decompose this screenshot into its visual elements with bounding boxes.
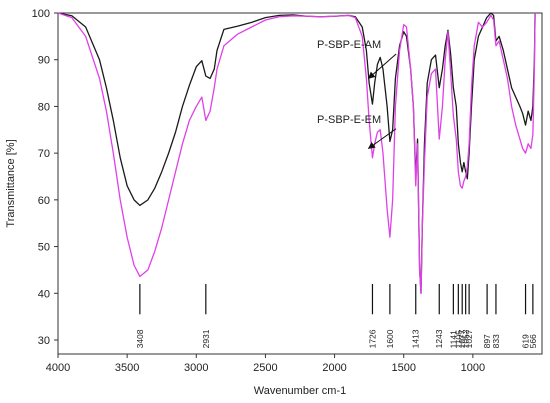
axes: 4000 3500 3000 2500 2000 1500 1000 30 40 50 60 70 80… [32,8,543,374]
peak-markers: 3408 2931 1726 1600 1413 1243 1141110510771052… [135,283,538,349]
series-line-p-sbp-e-am [57,12,536,294]
peak-label: 1600 [385,329,395,348]
annotations: P-SBP-E-AM P-SBP-E-EM [317,39,397,149]
x-tick-label: 3000 [184,362,208,374]
series-annotation-label: P-SBP-E-EM [317,114,381,126]
peak-label: 2931 [201,329,211,348]
plot-frame [57,12,543,355]
x-tick-label: 1000 [461,362,485,374]
series-lines [57,12,536,294]
peak-label: 1027 [464,329,474,348]
x-tick-label: 1500 [391,362,415,374]
y-axis-title: Transmittance [%] [5,139,17,227]
peak-label: 3408 [135,329,145,348]
annotation-arrow [367,53,397,79]
y-tick-label: 90 [38,55,50,67]
peak-label: 566 [528,334,538,348]
y-tick-label: 100 [32,8,50,20]
x-tick-label: 2000 [322,362,346,374]
y-tick-label: 40 [38,288,50,300]
peak-label: 1141 [448,330,458,349]
y-tick-label: 80 [38,101,50,113]
y-tick-label: 60 [38,195,50,207]
peak-label: 1052 [461,329,471,348]
x-axis-title: Wavenumber cm-1 [254,385,347,397]
annotation-arrow [367,128,397,149]
series-annotation-label: P-SBP-E-AM [317,39,381,51]
peak-label: 897 [482,334,492,348]
peak-label: 1726 [367,329,377,348]
peak-label: 619 [521,334,531,348]
y-tick-label: 50 [38,242,50,254]
y-tick-label: 30 [38,335,50,347]
series-line-p-sbp-e-em [57,12,536,294]
x-tick-label: 2500 [253,362,277,374]
peak-label: 1413 [411,329,421,348]
peak-label: 1105 [453,330,463,349]
y-tick-label: 70 [38,148,50,160]
x-tick-label: 3500 [115,362,139,374]
peak-label: 1077 [457,329,467,348]
peak-label: 833 [491,334,501,348]
x-tick-label: 4000 [46,362,70,374]
peak-label: 1243 [434,329,444,348]
